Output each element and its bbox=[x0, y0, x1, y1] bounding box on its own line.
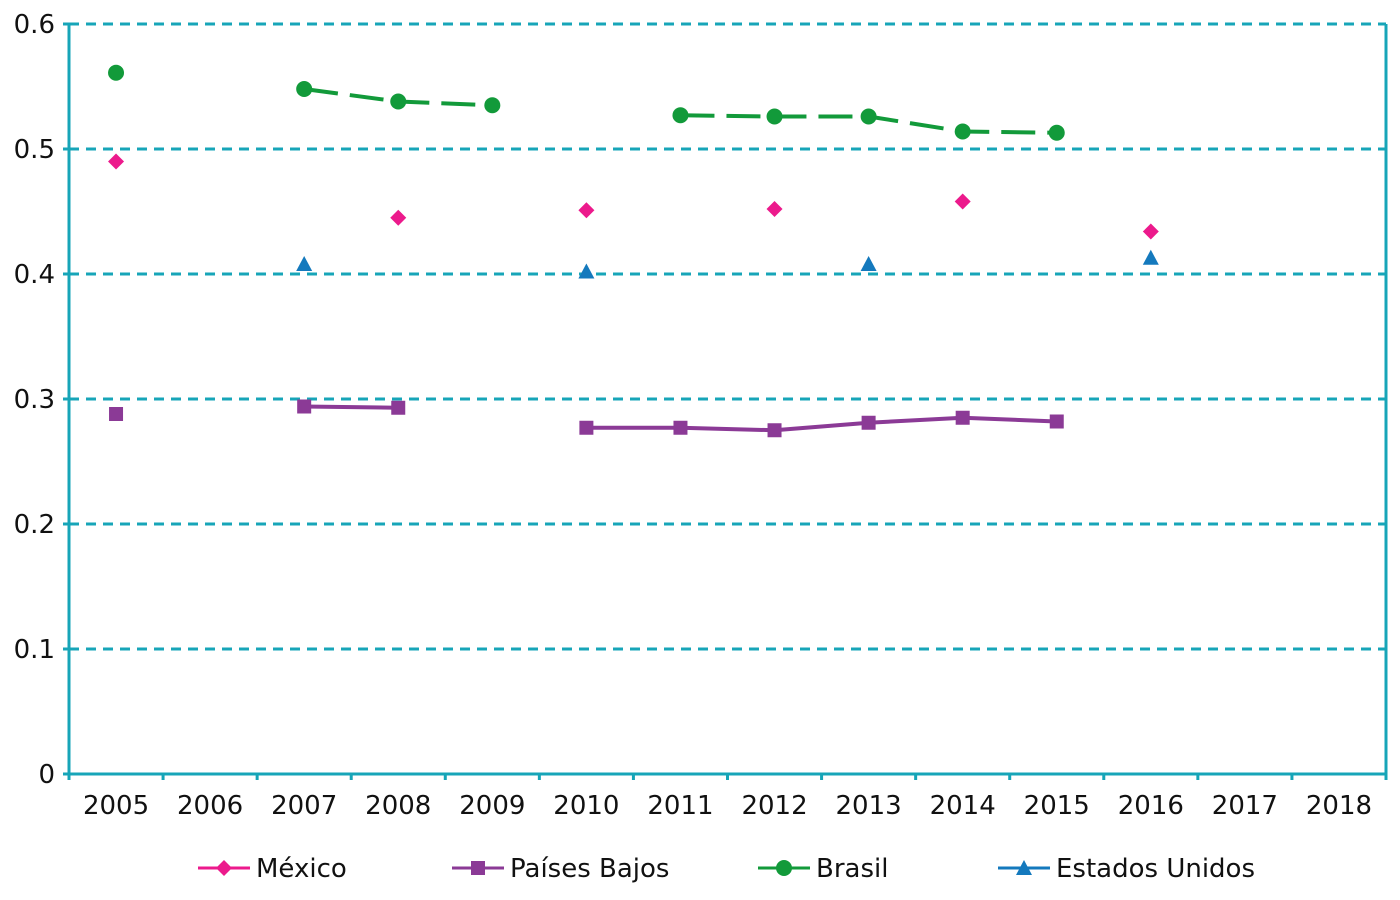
x-tick-label: 2005 bbox=[83, 791, 149, 821]
y-tick-label: 0.3 bbox=[14, 385, 55, 415]
legend-item: Países Bajos bbox=[452, 854, 669, 884]
legend-swatch-marker bbox=[216, 860, 232, 876]
data-point bbox=[1142, 223, 1159, 240]
y-tick-label: 0.6 bbox=[14, 10, 55, 40]
legend-item: Estados Unidos bbox=[998, 854, 1255, 884]
x-tick-label: 2017 bbox=[1212, 791, 1278, 821]
data-point bbox=[391, 400, 406, 415]
data-point bbox=[955, 410, 970, 425]
x-tick-label: 2014 bbox=[930, 791, 996, 821]
data-point bbox=[767, 423, 782, 438]
legend-item: Brasil bbox=[758, 854, 888, 884]
legend-item: México bbox=[198, 854, 347, 884]
x-tick-label: 2010 bbox=[553, 791, 619, 821]
x-tick-label: 2007 bbox=[271, 791, 337, 821]
data-point bbox=[673, 420, 688, 435]
y-tick-label: 0.1 bbox=[14, 635, 55, 665]
data-point bbox=[1142, 249, 1159, 265]
data-point bbox=[296, 81, 313, 97]
data-point bbox=[108, 64, 125, 81]
y-tick-label: 0.2 bbox=[14, 510, 55, 540]
x-tick-label: 2008 bbox=[365, 791, 431, 821]
x-tick-label: 2009 bbox=[459, 791, 525, 821]
data-point bbox=[109, 407, 124, 421]
data-point bbox=[860, 108, 877, 125]
data-point bbox=[1048, 124, 1065, 141]
x-tick-label: 2011 bbox=[647, 791, 713, 821]
data-point bbox=[766, 201, 783, 217]
axes bbox=[63, 22, 1388, 780]
legend-swatch-marker bbox=[471, 861, 485, 875]
x-tick-label: 2012 bbox=[741, 791, 807, 821]
x-tick-label: 2018 bbox=[1306, 791, 1372, 821]
series bbox=[108, 64, 1159, 438]
y-tick-label: 0.4 bbox=[14, 260, 55, 290]
data-point bbox=[954, 193, 971, 210]
data-point bbox=[860, 256, 877, 271]
data-point bbox=[484, 97, 501, 114]
legend-label: Estados Unidos bbox=[1056, 854, 1255, 884]
series-brasil bbox=[108, 64, 1065, 141]
series-line bbox=[586, 415, 1057, 433]
data-point bbox=[766, 108, 783, 125]
legend-swatch-marker bbox=[1016, 860, 1032, 875]
data-point bbox=[108, 153, 125, 170]
data-point bbox=[390, 93, 407, 110]
data-point bbox=[672, 107, 689, 124]
legend-label: Brasil bbox=[816, 854, 888, 884]
gridlines bbox=[69, 22, 1386, 651]
data-point bbox=[578, 263, 595, 279]
y-tick-label: 0 bbox=[38, 760, 55, 790]
data-point bbox=[296, 256, 313, 271]
x-tick-label: 2015 bbox=[1024, 791, 1090, 821]
data-point bbox=[861, 415, 876, 430]
series-méxico bbox=[108, 153, 1159, 240]
series-line bbox=[304, 404, 399, 410]
y-tick-label: 0.5 bbox=[14, 135, 55, 165]
data-point bbox=[954, 123, 971, 140]
x-tick-label: 2016 bbox=[1118, 791, 1184, 821]
data-point bbox=[297, 399, 312, 414]
data-point bbox=[1049, 414, 1064, 429]
legend-swatch-marker bbox=[776, 860, 792, 876]
x-tick-labels: 2005 2006 2007 2008 2009 2010 2011 2012 2013 2014… bbox=[83, 791, 1372, 821]
legend: México Países Bajos Brasil Estados Unidos bbox=[198, 854, 1255, 884]
series-países-bajos bbox=[109, 399, 1064, 438]
legend-label: México bbox=[256, 854, 347, 884]
data-point bbox=[390, 209, 407, 226]
data-point bbox=[578, 202, 595, 219]
x-tick-label: 2006 bbox=[177, 791, 243, 821]
x-tick-label: 2013 bbox=[836, 791, 902, 821]
legend-label: Países Bajos bbox=[510, 854, 669, 884]
series-estados-unidos bbox=[296, 249, 1159, 279]
data-point bbox=[579, 420, 594, 435]
y-tick-labels: 0 0.1 0.2 0.3 0.4 0.5 0.6 bbox=[14, 10, 55, 790]
